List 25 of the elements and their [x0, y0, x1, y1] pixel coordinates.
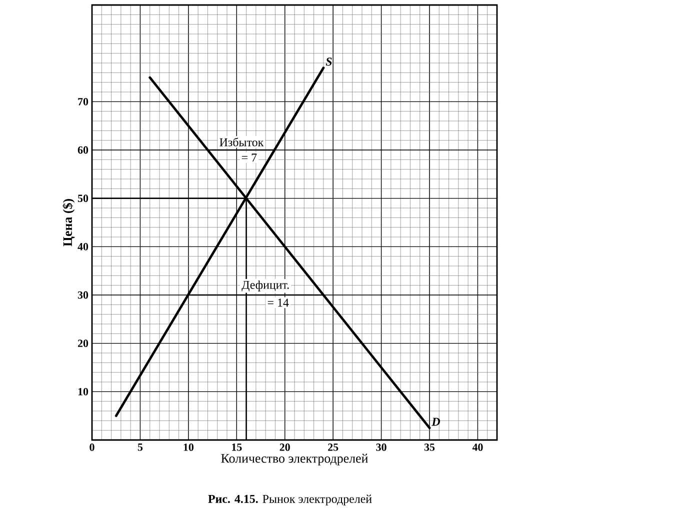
y-axis-title: Цена ($): [62, 199, 75, 246]
text: Рис. 4.15. Рынок электродрелей: [208, 494, 372, 506]
x-tick-label: 30: [376, 444, 386, 451]
x-tick-label: 20: [280, 444, 290, 451]
annotation: = 7: [242, 154, 257, 162]
y-tick-label: 50: [78, 194, 88, 202]
x-tick-label: 0: [90, 444, 94, 451]
x-tick-label: 25: [328, 444, 338, 451]
x-tick-label: 15: [232, 444, 242, 451]
x-tick-label: 10: [184, 444, 194, 451]
y-tick-label: 70: [78, 98, 88, 106]
x-tick-label: 5: [138, 444, 143, 451]
y-tick-label: 30: [78, 291, 88, 299]
series-label: S: [326, 58, 332, 66]
y-tick-label: 60: [78, 146, 88, 154]
x-axis-title: Количество электродрелей: [221, 454, 368, 466]
annotation: Дефицит.: [242, 280, 289, 292]
y-tick-label: 40: [78, 242, 88, 250]
x-tick-label: 40: [472, 444, 483, 451]
series-label: D: [432, 418, 440, 426]
annotation: = 14: [268, 298, 289, 307]
y-tick-label: 20: [78, 340, 88, 348]
y-tick-label: 10: [78, 388, 88, 396]
x-tick-label: 35: [424, 444, 435, 451]
annotation: Избыток: [220, 138, 264, 146]
